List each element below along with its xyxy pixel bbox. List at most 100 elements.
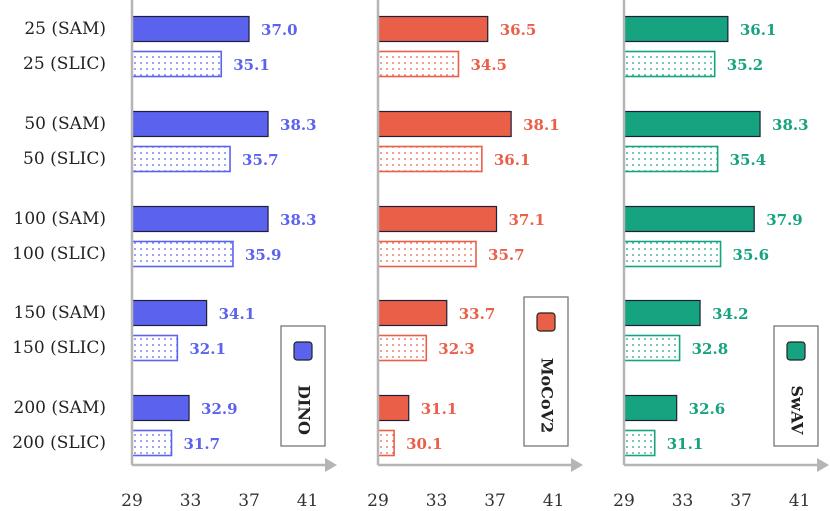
- bar-slic: [131, 50, 223, 78]
- legend-swav: SwAV: [773, 325, 819, 447]
- data-label: 35.7: [488, 246, 525, 264]
- bar-sam: [131, 110, 269, 138]
- x-tick-label: 33: [426, 491, 448, 511]
- panels: 37.035.138.335.738.335.934.132.132.931.7…: [121, 0, 829, 511]
- bar-sam: [377, 394, 410, 422]
- category-label: 200 (SAM): [14, 398, 106, 418]
- data-label: 32.9: [201, 400, 238, 418]
- data-label: 32.6: [689, 400, 726, 418]
- data-label: 35.4: [730, 151, 767, 169]
- bar-sam: [377, 15, 489, 43]
- data-label: 36.1: [494, 151, 531, 169]
- x-tick-label: 29: [367, 491, 389, 511]
- data-label: 35.6: [733, 246, 770, 264]
- x-axis-arrow: [817, 458, 829, 472]
- x-tick-label: 41: [789, 491, 811, 511]
- bar-sam: [377, 299, 448, 327]
- data-label: 38.1: [523, 116, 560, 134]
- x-tick-label: 33: [180, 491, 202, 511]
- panel-swav: 36.1 35.2 38.3 35.4 37.9 35.6 34.2 32.8 32.6 31.1…: [613, 0, 829, 511]
- data-label: 38.3: [280, 211, 317, 229]
- data-label: 32.1: [189, 340, 226, 358]
- data-label: 35.1: [233, 56, 270, 74]
- bar-slic: [377, 50, 460, 78]
- x-axis-arrow: [571, 458, 583, 472]
- panel-dino: 37.035.138.335.738.335.934.132.132.931.7…: [121, 0, 337, 511]
- legend-mocov2: MoCoV2: [523, 296, 569, 447]
- panel-mocov2: 36.5 34.5 38.1 36.1 37.1 35.7 33.7 32.3 31.1 30.1…: [367, 0, 583, 511]
- x-tick-label: 37: [484, 491, 506, 511]
- bar-slic: [623, 145, 719, 173]
- bar-sam: [623, 110, 761, 138]
- legend-swatch: [786, 341, 806, 361]
- x-tick-label: 29: [613, 491, 635, 511]
- data-label: 38.3: [280, 116, 317, 134]
- bar-sam: [131, 205, 269, 233]
- category-label: 150 (SAM): [14, 303, 106, 323]
- bar-slic: [131, 145, 231, 173]
- x-tick-label: 41: [543, 491, 565, 511]
- data-label: 31.7: [184, 435, 221, 453]
- data-label: 30.1: [406, 435, 443, 453]
- bar-slic: [131, 429, 173, 457]
- legend-swatch: [536, 312, 556, 332]
- category-label: 25 (SAM): [24, 19, 106, 39]
- data-label: 37.0: [261, 21, 298, 39]
- bar-slic: [623, 240, 722, 268]
- bar-sam: [377, 205, 498, 233]
- data-label: 37.1: [509, 211, 546, 229]
- legend-label: DINO: [295, 385, 314, 435]
- data-label: 32.3: [438, 340, 475, 358]
- legend-label: SwAV: [788, 386, 807, 436]
- bar-slic: [377, 429, 395, 457]
- data-label: 35.2: [727, 56, 764, 74]
- bar-slic: [131, 240, 234, 268]
- bar-sam: [623, 299, 701, 327]
- data-label: 35.9: [245, 246, 282, 264]
- data-label: 34.2: [712, 305, 749, 323]
- category-label: 200 (SLIC): [12, 433, 106, 453]
- bar-slic: [623, 50, 716, 78]
- category-label: 50 (SAM): [24, 114, 106, 134]
- bar-sam: [131, 15, 250, 43]
- legend-swatch: [293, 341, 313, 361]
- x-tick-label: 37: [730, 491, 752, 511]
- bar-sam: [131, 299, 208, 327]
- category-label: 100 (SLIC): [12, 244, 106, 264]
- data-label: 32.8: [692, 340, 729, 358]
- bar-slic: [377, 240, 477, 268]
- bar-sam: [623, 15, 729, 43]
- bar-sam: [623, 205, 755, 233]
- x-tick-label: 33: [672, 491, 694, 511]
- category-label: 150 (SLIC): [12, 338, 106, 358]
- bar-slic: [623, 334, 681, 362]
- bar-slic: [377, 334, 428, 362]
- x-tick-label: 41: [297, 491, 319, 511]
- data-label: 34.1: [219, 305, 256, 323]
- x-tick-label: 37: [238, 491, 260, 511]
- x-axis-arrow: [325, 458, 337, 472]
- data-label: 31.1: [667, 435, 704, 453]
- x-tick-label: 29: [121, 491, 143, 511]
- category-label: 100 (SAM): [14, 209, 106, 229]
- data-label: 35.7: [242, 151, 279, 169]
- data-label: 38.3: [772, 116, 809, 134]
- data-label: 31.1: [421, 400, 458, 418]
- bar-slic: [131, 334, 179, 362]
- data-label: 36.1: [740, 21, 777, 39]
- bar-sam: [623, 394, 678, 422]
- legend-label: MoCoV2: [538, 358, 557, 433]
- category-labels: 25 (SAM) 25 (SLIC) 50 (SAM) 50 (SLIC) 100 (S…: [12, 19, 106, 453]
- legend-dino: DINO: [280, 325, 326, 447]
- bar-sam: [131, 394, 190, 422]
- bar-slic: [377, 145, 483, 173]
- category-label: 50 (SLIC): [23, 149, 106, 169]
- category-label: 25 (SLIC): [23, 54, 106, 74]
- data-label: 36.5: [500, 21, 537, 39]
- data-label: 37.9: [766, 211, 803, 229]
- data-label: 34.5: [470, 56, 507, 74]
- bar-slic: [623, 429, 656, 457]
- bar-sam: [377, 110, 512, 138]
- data-label: 33.7: [459, 305, 496, 323]
